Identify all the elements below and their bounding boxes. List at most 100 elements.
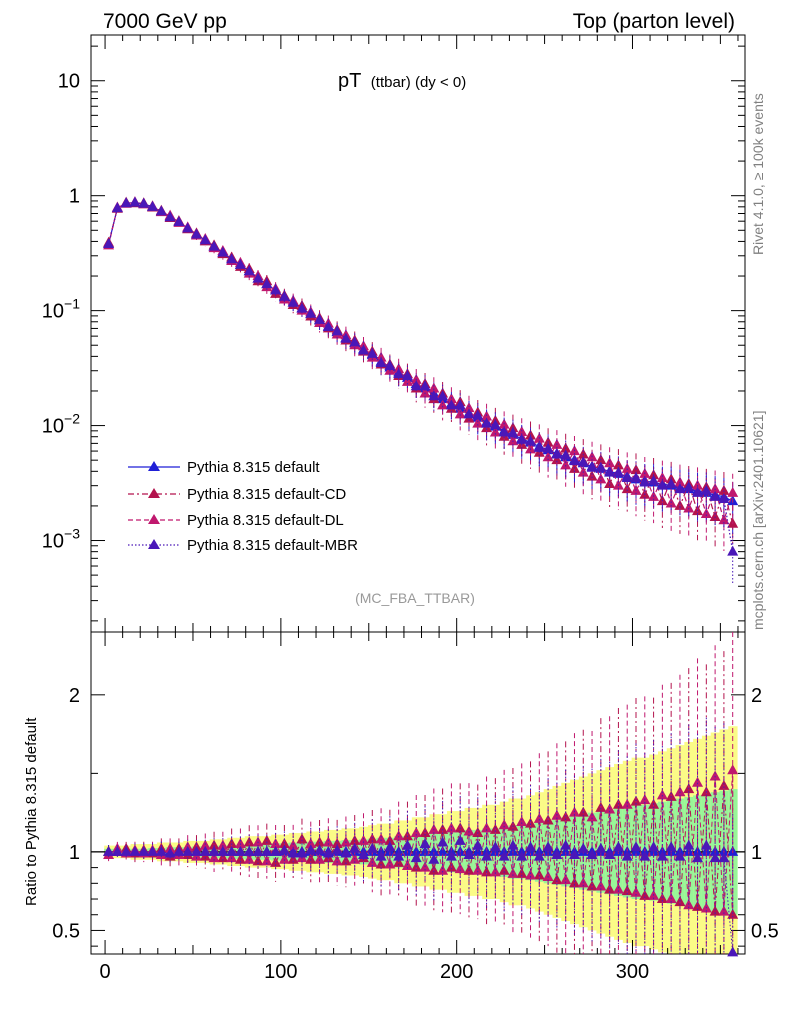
side-label-mcplots: mcplots.cern.ch [arXiv:2401.10621] <box>750 411 766 630</box>
top-point-mbr <box>683 481 695 492</box>
ratio-point-mbr <box>542 841 554 852</box>
top-point-dl <box>489 426 501 437</box>
ratio-point-mbr <box>401 839 413 850</box>
top-point-mbr <box>639 476 651 487</box>
ratio-point-mbr <box>472 839 484 850</box>
top-point-mbr <box>525 435 537 446</box>
legend-marker-cd <box>148 488 160 498</box>
ratio-point-mbr <box>155 845 167 856</box>
ratio-point-cd <box>727 908 739 919</box>
ratio-point-mbr <box>208 845 220 856</box>
top-point-cd <box>577 448 589 459</box>
ratio-point-mbr <box>314 844 326 855</box>
top-point-mbr <box>111 202 123 213</box>
top-point-mbr <box>401 369 413 380</box>
top-y-tick-exp: −2 <box>64 411 80 427</box>
top-point-dl <box>656 471 668 482</box>
top-point-mbr <box>674 483 686 494</box>
ratio-point-mbr <box>612 841 624 852</box>
ratio-point-mbr <box>586 849 598 860</box>
ratio-point-dl <box>340 836 352 847</box>
top-point-mbr <box>340 332 352 343</box>
top-point-mbr <box>586 461 598 472</box>
top-point-mbr <box>507 427 519 438</box>
ratio-point-mbr <box>287 847 299 858</box>
plot-title: pT (ttbar) (dy < 0) <box>338 70 466 92</box>
top-y-tick-label: 10−2 <box>42 411 80 438</box>
legend-item-dl: Pythia 8.315 default-DL <box>128 512 344 529</box>
top-point-dl <box>419 387 431 398</box>
top-point-mbr <box>560 449 572 460</box>
top-point-mbr <box>533 441 545 452</box>
ratio-point-cd <box>305 853 317 864</box>
ratio-point-dl <box>656 789 668 800</box>
ratio-point-mbr <box>604 849 616 860</box>
ratio-point-dl <box>454 863 466 874</box>
top-point-mbr <box>612 466 624 477</box>
top-line-mbr <box>108 201 734 552</box>
top-point-mbr <box>366 347 378 358</box>
top-point-mbr <box>445 399 457 410</box>
ratio-point-dl <box>384 858 396 869</box>
ratio-point-mbr <box>656 850 668 861</box>
top-point-dl <box>621 462 633 473</box>
ratio-y-tick-label-right: 1 <box>751 842 762 864</box>
ratio-point-mbr <box>366 842 378 853</box>
ratio-point-dl <box>358 834 369 845</box>
ratio-point-mbr <box>454 834 466 845</box>
ratio-point-mbr <box>129 845 141 856</box>
top-point-mbr <box>173 216 185 227</box>
ratio-point-dl <box>243 853 255 864</box>
top-line-default <box>108 201 733 502</box>
top-point-mbr <box>463 408 475 419</box>
top-point-mbr <box>261 278 273 289</box>
top-point-cd <box>718 484 730 495</box>
ratio-point-mbr <box>243 845 255 856</box>
top-point-mbr <box>604 466 616 477</box>
top-y-tick-label: 10−1 <box>42 296 80 323</box>
ratio-point-mbr <box>674 850 686 861</box>
top-point-mbr <box>472 409 484 420</box>
ratio-point-mbr <box>120 845 132 856</box>
ratio-point-dl <box>278 853 290 864</box>
top-point-mbr <box>270 284 282 295</box>
ratio-point-dl <box>375 833 387 844</box>
ratio-point-mbr <box>516 850 528 861</box>
top-point-dl <box>709 483 721 494</box>
ratio-point-mbr <box>138 845 150 856</box>
ratio-bands <box>104 726 738 954</box>
ratio-point-mbr <box>568 849 580 860</box>
top-point-mbr <box>129 196 141 207</box>
ratio-point-cd <box>709 905 721 916</box>
top-y-tick-base: 10 <box>42 301 64 323</box>
ratio-point-mbr <box>278 844 290 855</box>
ratio-point-dl <box>516 816 528 827</box>
ratio-point-mbr <box>226 845 238 856</box>
ratio-point-dl <box>542 871 554 882</box>
legend-label-mbr: Pythia 8.315 default-MBR <box>187 537 358 554</box>
ratio-point-dl <box>692 776 704 787</box>
top-y-tick-base: 10 <box>42 416 64 438</box>
ratio-y-tick-label: 1 <box>69 842 80 864</box>
ratio-point-dl <box>718 905 730 916</box>
ratio-point-mbr <box>147 845 159 856</box>
ratio-point-mbr <box>384 841 396 852</box>
top-point-mbr <box>305 307 317 318</box>
ratio-point-dl <box>463 825 475 836</box>
ratio-point-mbr <box>340 847 352 858</box>
top-point-dl <box>375 351 387 362</box>
ratio-point-mbr <box>410 852 422 863</box>
ratio-point-mbr <box>718 852 730 863</box>
ratio-point-cd <box>437 823 449 834</box>
top-point-dl <box>727 486 739 497</box>
ratio-point-mbr <box>498 850 510 861</box>
top-point-mbr <box>190 228 202 239</box>
ratio-x-tick-label: 200 <box>440 961 473 983</box>
ratio-point-dl <box>498 819 510 830</box>
ratio-point-dl <box>472 864 484 875</box>
ratio-point-dl <box>533 812 545 823</box>
top-point-mbr <box>419 380 431 391</box>
legend-marker-mbr <box>148 539 160 549</box>
